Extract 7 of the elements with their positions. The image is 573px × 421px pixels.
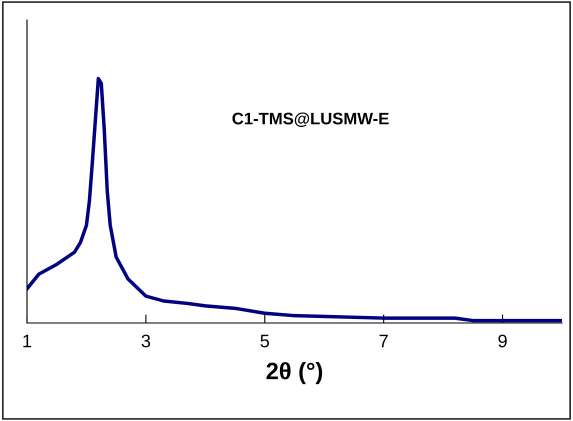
x-tick-label: 3 [142,334,150,348]
x-tick-label: 7 [380,334,388,348]
x-tick-label: 9 [498,334,507,348]
x-axis-title: 2θ (°) [266,362,322,384]
x-tick-label: 5 [260,334,270,348]
annotation: C1-TMS@LUSMW-E [232,112,389,127]
x-tick-label: 1 [23,334,32,348]
